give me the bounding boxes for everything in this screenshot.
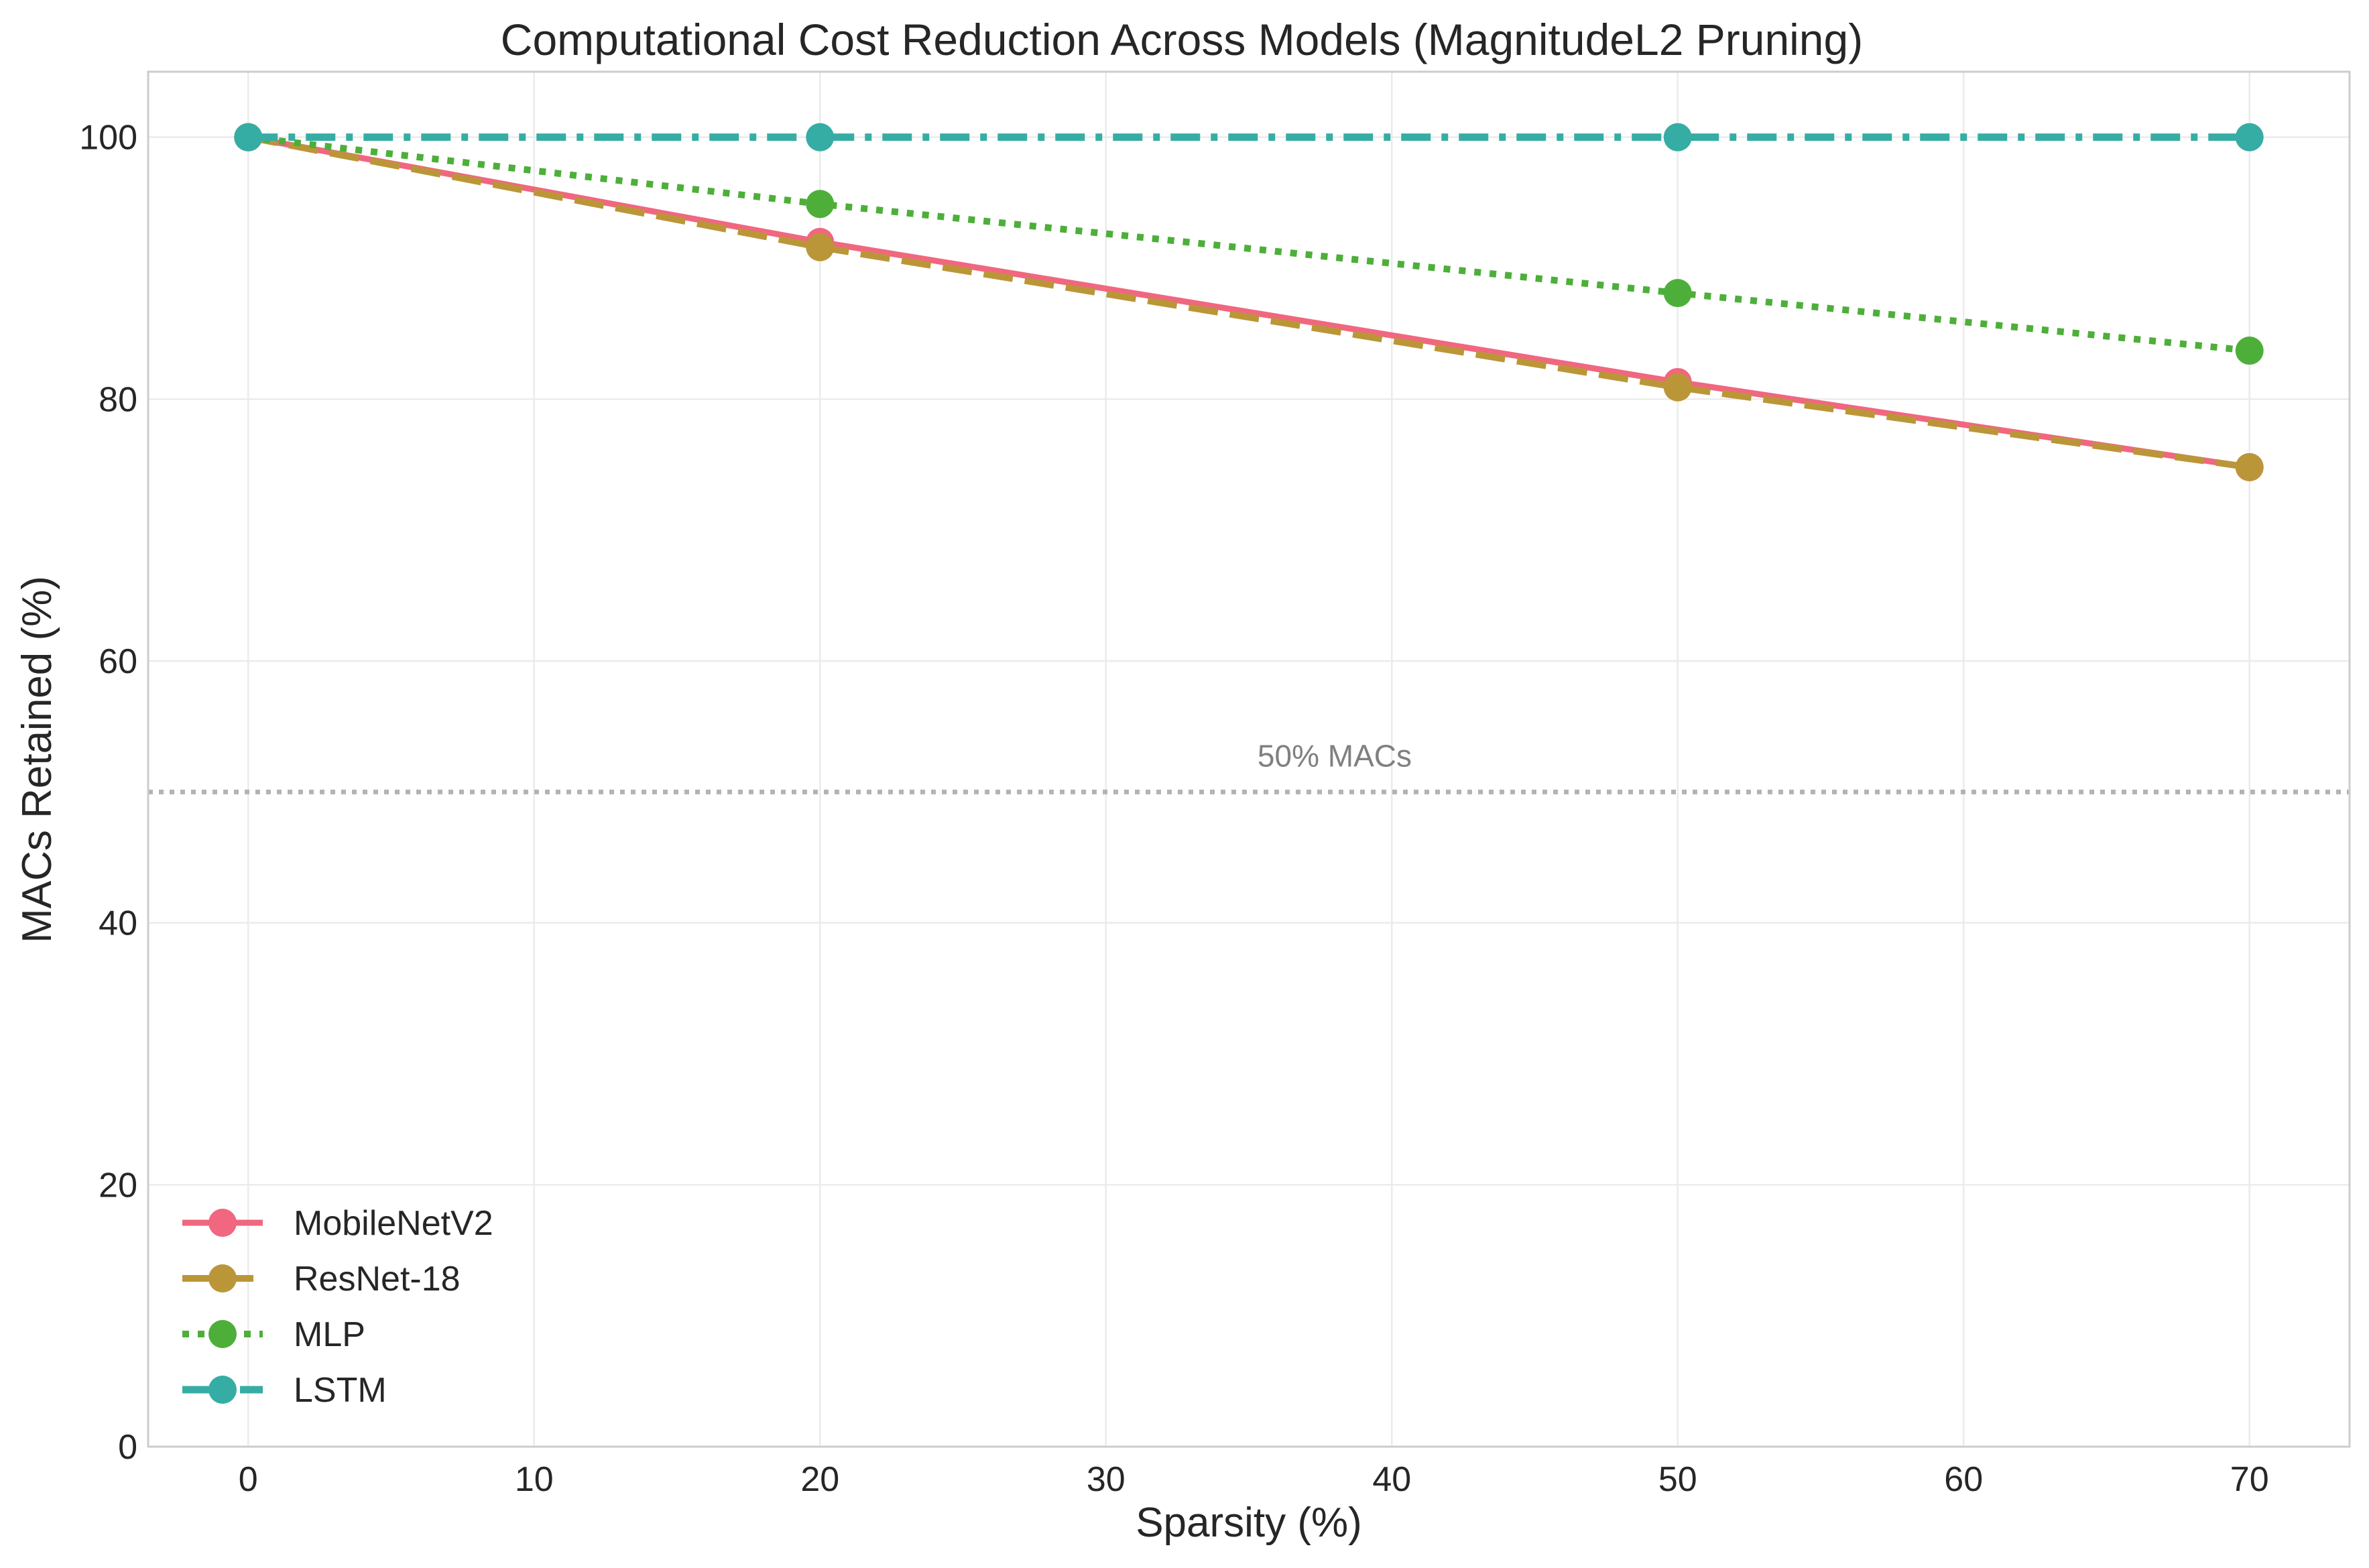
legend-item-mlp: MLP [182,1315,365,1354]
data-point-3-1 [806,123,835,152]
data-point-2-1 [806,190,835,219]
x-tick-label-0: 0 [239,1460,258,1499]
series-group [234,123,2264,481]
legend-item-lstm: LSTM [182,1371,387,1410]
legend-item-mobilenetv2: MobileNetV2 [182,1204,493,1243]
y-tick-label-4: 80 [99,380,137,419]
y-tick-label-1: 20 [99,1166,137,1205]
x-tick-label-2: 20 [800,1460,839,1499]
legend-marker [208,1264,237,1292]
data-point-3-2 [1663,123,1692,152]
x-tick-label-5: 50 [1658,1460,1697,1499]
data-point-3-0 [234,123,263,152]
x-tick-label-6: 60 [1944,1460,1983,1499]
legend-item-resnet-18: ResNet-18 [182,1260,461,1299]
reference-line-label: 50% MACs [1258,738,1412,773]
legend-label: MobileNetV2 [294,1204,493,1243]
tick-labels: 0 10 20 30 40 50 60 70 0 20 40 60 80 100 [79,119,2268,1499]
data-point-3-3 [2235,123,2264,152]
y-tick-label-2: 40 [99,904,137,943]
chart-title: Computational Cost Reduction Across Mode… [501,15,1863,64]
plot-frame [147,70,2351,1448]
legend: MobileNetV2 ResNet-18 MLP LSTM [182,1204,493,1410]
x-tick-label-7: 70 [2230,1460,2269,1499]
reference-line-group: 50% MACs [148,738,2350,794]
series-line [247,134,2250,471]
series-line [247,133,2250,355]
series-lstm [234,123,2264,152]
x-tick-label-3: 30 [1087,1460,1126,1499]
data-point-2-3 [2235,337,2264,365]
y-tick-label-0: 0 [118,1428,137,1467]
legend-marker [208,1209,237,1237]
data-point-1-1 [806,233,835,261]
legend-label: MLP [294,1315,365,1354]
data-point-2-2 [1663,279,1692,308]
legend-marker [208,1376,237,1404]
legend-label: LSTM [294,1371,387,1410]
x-tick-label-1: 10 [515,1460,554,1499]
data-point-1-2 [1663,373,1692,402]
x-axis-label: Sparsity (%) [1136,1500,1362,1546]
y-tick-label-5: 100 [79,119,137,158]
legend-label: ResNet-18 [294,1260,461,1299]
series-line [247,133,2250,471]
legend-marker [208,1320,237,1348]
x-tick-label-4: 40 [1372,1460,1411,1499]
y-axis-label: MACs Retained (%) [14,576,60,943]
data-point-1-3 [2235,453,2264,481]
y-tick-label-3: 60 [99,642,137,681]
